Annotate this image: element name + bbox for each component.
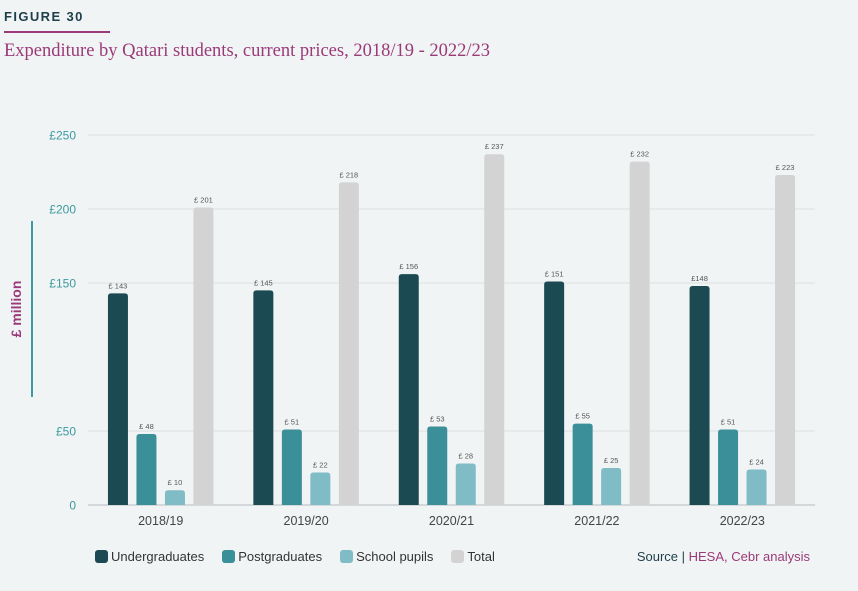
y-tick-label: £150: [49, 277, 76, 291]
bar-undergraduates-2020-21: [398, 274, 419, 505]
data-label-total-2019-20: £ 218: [339, 170, 358, 179]
data-label-school-pupils-2019-20: £ 22: [313, 460, 328, 469]
bar-undergraduates-2021-22: [544, 281, 565, 505]
source-prefix: Source |: [636, 549, 689, 564]
source-name: HESA, Cebr analysis: [688, 549, 810, 564]
x-tick-label-2018-19: 2018/19: [138, 514, 183, 528]
bar-total-2020-21: [484, 154, 505, 506]
bar-postgraduates-2018-19: [136, 433, 157, 505]
bar-school-pupils-2022-23: [746, 469, 767, 505]
bar-undergraduates-2019-20: [253, 290, 274, 505]
data-label-undergraduates-2020-21: £ 156: [399, 262, 418, 271]
data-label-undergraduates-2019-20: £ 145: [254, 278, 273, 287]
figure-label: FIGURE 30: [4, 9, 84, 24]
data-label-undergraduates-2022-23: £148: [691, 274, 708, 283]
legend: Undergraduates Postgraduates School pupi…: [95, 549, 513, 564]
data-label-undergraduates-2018-19: £ 143: [109, 281, 128, 290]
legend-item-school-pupils: School pupils: [340, 549, 433, 564]
data-label-postgraduates-2020-21: £ 53: [430, 415, 445, 424]
y-tick-label: £250: [49, 129, 76, 143]
legend-swatch-school-pupils: [340, 550, 354, 563]
data-label-undergraduates-2021-22: £ 151: [545, 270, 564, 279]
data-label-postgraduates-2021-22: £ 55: [575, 412, 590, 421]
bar-school-pupils-2021-22: [601, 468, 622, 505]
data-label-school-pupils-2021-22: £ 25: [604, 456, 619, 465]
x-tick-label-2021-22: 2021/22: [574, 514, 619, 528]
x-tick-label-2019-20: 2019/20: [284, 514, 329, 528]
data-label-postgraduates-2022-23: £ 51: [721, 418, 736, 427]
data-label-school-pupils-2022-23: £ 24: [749, 457, 764, 466]
legend-label-total: Total: [467, 549, 495, 564]
y-tick-label: £50: [56, 425, 76, 439]
bar-postgraduates-2019-20: [281, 429, 302, 505]
legend-item-postgraduates: Postgraduates: [222, 549, 322, 564]
bar-postgraduates-2022-23: [718, 429, 739, 505]
legend-label-undergraduates: Undergraduates: [111, 549, 205, 564]
data-label-total-2021-22: £ 232: [630, 150, 649, 159]
data-label-total-2022-23: £ 223: [776, 163, 795, 172]
x-tick-label-2020-21: 2020/21: [429, 514, 474, 528]
data-label-school-pupils-2020-21: £ 28: [458, 452, 473, 461]
y-tick-label: £200: [49, 203, 76, 217]
data-label-total-2020-21: £ 237: [485, 142, 504, 151]
source-note: Source | HESA, Cebr analysis: [637, 549, 810, 564]
bar-postgraduates-2020-21: [427, 426, 448, 505]
bar-total-2018-19: [193, 207, 214, 505]
legend-swatch-undergraduates: [95, 550, 108, 563]
bar-school-pupils-2020-21: [455, 463, 476, 505]
x-tick-label-2022-23: 2022/23: [720, 514, 765, 528]
data-label-total-2018-19: £ 201: [194, 196, 213, 205]
data-label-postgraduates-2018-19: £ 48: [139, 422, 154, 431]
bar-total-2021-22: [629, 161, 650, 505]
y-tick-label: 0: [69, 499, 76, 513]
legend-swatch-total: [451, 550, 465, 563]
bar-total-2019-20: [338, 182, 359, 506]
bar-undergraduates-2018-19: [107, 293, 128, 505]
legend-swatch-postgraduates: [222, 550, 236, 563]
legend-item-undergraduates: Undergraduates: [95, 549, 204, 564]
bar-total-2022-23: [775, 174, 796, 505]
unit-rule: [31, 221, 33, 397]
bar-postgraduates-2021-22: [572, 423, 593, 505]
figure-label-underline: [4, 31, 110, 33]
data-label-postgraduates-2019-20: £ 51: [285, 418, 300, 427]
legend-label-school-pupils: School pupils: [356, 549, 434, 564]
legend-item-total: Total: [451, 549, 495, 564]
chart-title: Expenditure by Qatari students, current …: [4, 41, 491, 61]
bar-school-pupils-2018-19: [164, 490, 185, 505]
bar-school-pupils-2019-20: [310, 472, 331, 505]
data-label-school-pupils-2018-19: £ 10: [168, 478, 183, 487]
bar-undergraduates-2022-23: [689, 285, 710, 505]
legend-label-postgraduates: Postgraduates: [238, 549, 323, 564]
